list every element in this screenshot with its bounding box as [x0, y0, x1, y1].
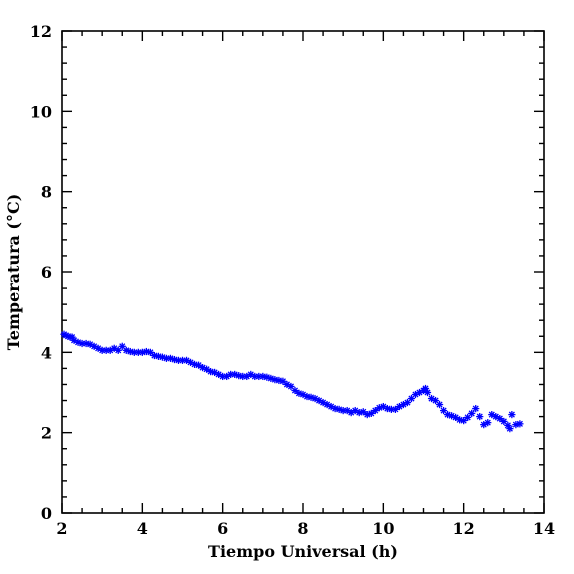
data-point: [435, 400, 444, 409]
data-point: [472, 404, 480, 413]
y-tick-label: 4: [41, 343, 52, 362]
x-tick-label: 8: [297, 519, 308, 538]
x-axis-label: Tiempo Universal (h): [208, 542, 398, 561]
data-point: [468, 409, 476, 417]
y-tick-label: 12: [30, 22, 52, 41]
x-tick-label: 12: [453, 519, 475, 538]
data-point: [207, 368, 215, 376]
axis-ticks: [61, 30, 545, 514]
data-point: [126, 347, 134, 356]
y-axis-label: Temperatura (°C): [4, 194, 23, 351]
x-tick-label: 6: [217, 519, 228, 538]
data-point: [423, 388, 432, 397]
data-point: [496, 415, 504, 423]
data-point: [118, 342, 126, 350]
y-tick-label: 6: [41, 263, 52, 282]
data-point: [506, 425, 514, 433]
y-tick-label: 8: [41, 183, 52, 202]
data-point: [267, 374, 275, 383]
data-point: [291, 386, 299, 395]
x-tick-label: 2: [56, 519, 67, 538]
x-tick-label: 14: [533, 519, 555, 538]
x-tick-label: 4: [137, 519, 148, 538]
data-point: [484, 419, 492, 427]
data-points: [60, 330, 524, 433]
y-tick-label: 0: [41, 504, 52, 523]
data-point: [516, 420, 524, 428]
data-point: [500, 417, 508, 426]
data-point: [508, 410, 516, 419]
data-point: [367, 409, 375, 417]
data-point: [371, 406, 379, 415]
plot-frame: [61, 30, 545, 514]
x-tick-label: 10: [372, 519, 394, 538]
data-point: [476, 413, 484, 421]
data-point: [403, 398, 412, 407]
y-tick-label: 10: [30, 102, 52, 121]
y-tick-label: 2: [41, 424, 52, 443]
data-point: [391, 405, 399, 413]
data-point: [359, 408, 367, 416]
